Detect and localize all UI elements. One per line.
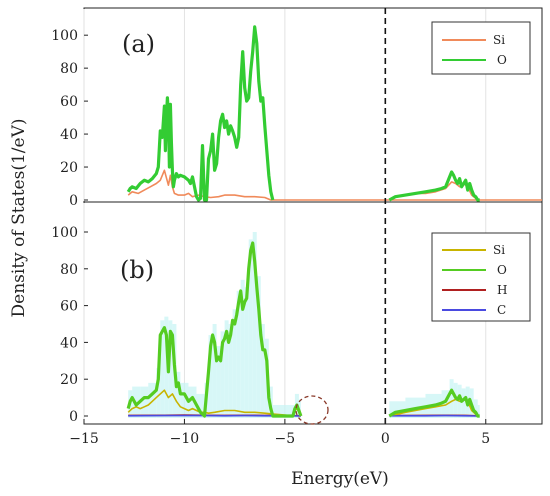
panel-b-band-1-8 [449, 379, 454, 418]
panel-b-ytick-label-0: 0 [69, 409, 78, 425]
panel-b-band-0-4 [140, 386, 149, 418]
panel-b-band-1-14 [461, 388, 466, 418]
panel-b-band-0-48 [248, 239, 253, 418]
panel-b-band-0-28 [208, 335, 213, 418]
panel-a-legend: Si O [431, 21, 531, 75]
panel-b-band-0-54 [260, 324, 265, 418]
panel-b-band-0-12 [164, 316, 169, 418]
panel-b-label: (b) [120, 256, 154, 284]
panel-b-band-0-18 [176, 371, 181, 418]
xtick-label-3: 0 [381, 431, 390, 447]
panel-a-ytick-label-0: 0 [69, 193, 78, 209]
panel-b-band-0-42 [236, 290, 241, 418]
panel-b-ytick-label-3: 60 [60, 299, 78, 315]
panel-b-band-0-46 [244, 287, 249, 418]
panel-b-band-0-52 [256, 276, 261, 418]
panel-a-label: (a) [122, 30, 155, 58]
panel-b-band-0-14 [168, 320, 173, 418]
panel-a-series-o-line-0 [126, 25, 275, 202]
xtick-label-2: −5 [275, 431, 296, 447]
panel-b: 0 20 40 60 80 100 (b) Si O H C [51, 201, 543, 425]
panel-b-band-0-8 [156, 368, 161, 418]
panel-b-curves [126, 232, 480, 418]
panel-b-band-0-44 [240, 279, 245, 418]
panel-b-ytick-label-2: 40 [60, 335, 78, 351]
panel-b-band-1-20 [473, 399, 478, 418]
legend-a-o-label: O [497, 53, 507, 67]
panel-b-band-1-10 [453, 382, 458, 418]
panel-a-ytick-label-3: 60 [60, 94, 78, 110]
panel-b-legend-box [431, 232, 531, 322]
panel-b-ytick-label-1: 20 [60, 372, 78, 388]
panel-a-legend-box [431, 21, 531, 75]
xtick-label-1: −10 [170, 431, 200, 447]
panel-b-band-0-30 [212, 324, 217, 418]
circled-peak-annotation [295, 395, 329, 425]
panel-b-ytick-label-5: 100 [51, 225, 78, 241]
panel-b-y-ticks: 0 20 40 60 80 100 [51, 225, 88, 425]
panel-b-band-0-10 [160, 320, 165, 418]
panel-a-series-o-line-1 [388, 170, 480, 202]
panel-b-band-0-34 [220, 331, 225, 418]
panel-b-band-0-32 [216, 346, 221, 418]
xtick-label-0: −15 [69, 431, 99, 447]
panel-a: 0 20 40 60 80 100 (a) Si O [51, 7, 543, 209]
xtick-label-4: 5 [481, 431, 490, 447]
panel-a-ytick-label-2: 40 [60, 127, 78, 143]
panel-b-band-0-36 [224, 320, 229, 418]
panel-b-band-0-20 [180, 382, 189, 418]
panel-b-series-o-line-1 [388, 388, 480, 418]
panel-a-ytick-label-1: 20 [60, 160, 78, 176]
panel-b-ytick-label-4: 80 [60, 262, 78, 278]
legend-b-o-label: O [497, 263, 507, 277]
panel-a-ytick-label-4: 80 [60, 61, 78, 77]
panel-a-series-si-line-0 [127, 169, 542, 201]
legend-b-h-label: H [497, 283, 507, 297]
x-axis-title: Energy(eV) [291, 469, 389, 489]
panel-b-band-0-50 [252, 232, 257, 418]
panel-a-y-ticks: 0 20 40 60 80 100 [51, 28, 88, 209]
panel-b-band-0-38 [228, 324, 233, 418]
panel-b-series-o-line-0 [126, 241, 303, 418]
panel-b-band-1-22 [477, 404, 480, 418]
panel-a-curves [126, 25, 542, 202]
panel-b-band-0-22 [188, 386, 197, 418]
legend-b-c-label: C [497, 303, 506, 317]
legend-a-si-label: Si [493, 33, 505, 47]
legend-b-si-label: Si [493, 243, 505, 257]
panel-a-ytick-label-5: 100 [51, 28, 78, 44]
x-axis-ticks: −15 −10 −5 0 5 [69, 419, 490, 447]
panel-b-band-0-40 [232, 309, 237, 418]
panel-b-band-0-24 [196, 393, 205, 418]
panel-b-legend: Si O H C [431, 232, 531, 322]
y-axis-title: Density of States(1/eV) [9, 119, 29, 318]
